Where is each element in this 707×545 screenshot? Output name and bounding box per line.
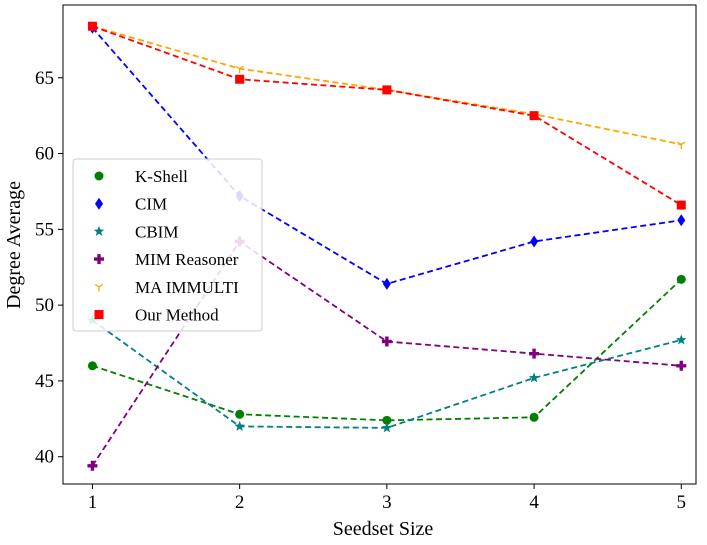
x-tick-label: 1 [88,492,98,513]
legend-label: MA IMMULTI [135,278,239,297]
data-point [234,420,245,431]
data-point [382,85,392,95]
data-point [529,348,540,359]
legend-items: K-Shell CIM CBIM MIM Reasoner MA IMMULTI Our … [93,167,239,325]
y-tick-label: 45 [35,371,54,392]
legend-item: K-Shell [94,167,188,186]
y-axis-ticks: 40 45 50 55 60 65 [35,68,63,468]
data-point [530,235,539,248]
data-point [235,74,245,84]
data-point [87,361,97,371]
series-line [92,25,682,146]
data-point [382,415,392,425]
x-axis-label: Seedset Size [333,518,434,540]
data-point [676,334,687,345]
x-tick-label: 5 [677,492,687,513]
data-point [87,21,97,31]
data-point [382,277,391,290]
data-point [676,200,686,210]
data-point [87,460,98,471]
data-point [381,422,393,433]
legend-label: CBIM [135,222,178,241]
series-line [92,278,682,422]
data-point [676,274,686,284]
legend-marker [94,310,104,319]
data-point [529,111,539,121]
y-tick-label: 40 [35,447,54,468]
plot-frame [62,4,697,485]
y-tick-label: 60 [35,144,54,165]
legend-item: CIM [95,195,167,214]
legend-frame [72,158,263,332]
legend-marker [94,171,104,181]
data-point [528,372,540,383]
x-tick-label: 3 [382,492,392,513]
series-cbim [87,314,687,433]
series-k-shell [87,274,686,425]
data-point [677,214,686,227]
legend: K-Shell CIM CBIM MIM Reasoner MA IMMULTI Our … [72,158,263,332]
legend-item: MIM Reasoner [94,250,239,269]
series-our-method [87,21,686,210]
y-tick-label: 65 [35,68,54,89]
x-tick-label: 2 [235,492,245,513]
y-tick-label: 50 [35,295,54,316]
legend-label: MIM Reasoner [135,250,239,269]
legend-label: CIM [135,195,167,214]
data-point [381,336,392,347]
legend-label: Our Method [135,306,219,325]
data-point [235,65,244,74]
y-axis-label: Degree Average [3,181,25,309]
legend-marker [95,197,103,210]
legend-marker [94,254,104,265]
data-point [529,412,539,422]
x-axis-ticks: 1 2 3 4 5 [88,484,686,513]
data-point [235,409,245,419]
data-point [677,141,686,149]
data-point [676,360,687,371]
series-line [91,319,682,429]
legend-item: CBIM [93,222,178,241]
x-tick-label: 4 [529,492,539,513]
legend-marker [94,283,104,292]
y-tick-label: 55 [35,219,54,240]
legend-label: K-Shell [135,167,188,186]
legend-item: MA IMMULTI [94,278,239,297]
legend-marker [93,225,105,236]
legend-item: Our Method [94,306,219,325]
